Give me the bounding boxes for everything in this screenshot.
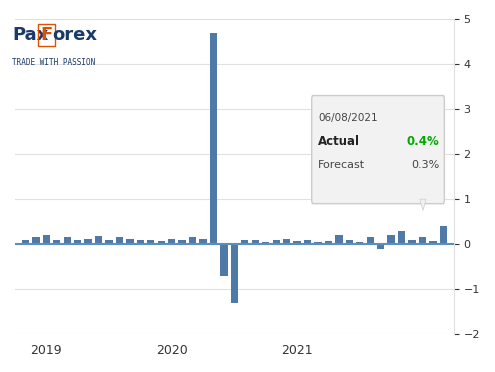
Text: 0.3%: 0.3% — [411, 160, 439, 170]
Bar — [398, 231, 405, 244]
Bar — [43, 235, 50, 244]
Bar — [210, 32, 217, 244]
Bar — [220, 244, 228, 276]
Bar — [137, 240, 144, 244]
Bar — [53, 240, 60, 244]
Bar — [105, 240, 113, 244]
Bar — [32, 237, 40, 244]
Bar — [429, 241, 437, 244]
Bar — [366, 237, 374, 244]
Text: TRADE WITH PASSION: TRADE WITH PASSION — [12, 58, 96, 67]
Bar — [179, 240, 186, 244]
Bar — [157, 241, 165, 244]
Bar — [199, 239, 207, 244]
Bar — [22, 240, 29, 244]
Bar — [168, 239, 175, 244]
Bar — [231, 244, 238, 303]
Bar — [74, 240, 81, 244]
FancyBboxPatch shape — [312, 96, 445, 203]
Bar — [294, 241, 301, 244]
Bar — [126, 239, 134, 244]
Bar — [388, 235, 395, 244]
Bar — [440, 226, 447, 244]
Bar — [408, 240, 416, 244]
Text: Pax: Pax — [12, 26, 49, 44]
Bar — [241, 240, 248, 244]
Text: orex: orex — [52, 26, 97, 44]
Text: Forecast: Forecast — [318, 160, 365, 170]
Bar — [63, 237, 71, 244]
Bar — [147, 240, 154, 244]
Text: Actual: Actual — [318, 135, 360, 148]
Text: F: F — [41, 26, 53, 44]
Bar — [85, 239, 92, 244]
Bar — [346, 240, 353, 244]
Bar — [325, 241, 332, 244]
Bar — [377, 244, 384, 249]
Bar — [419, 237, 426, 244]
Bar — [189, 237, 196, 244]
Bar — [95, 236, 102, 244]
Bar — [262, 242, 269, 244]
Bar — [251, 240, 259, 244]
Bar — [304, 240, 311, 244]
Bar — [356, 242, 363, 244]
Bar — [273, 240, 280, 244]
Bar — [116, 237, 123, 244]
Polygon shape — [420, 199, 426, 211]
Bar — [314, 242, 322, 244]
Text: 06/08/2021: 06/08/2021 — [318, 113, 378, 123]
Bar — [335, 235, 343, 244]
Text: 0.4%: 0.4% — [406, 135, 439, 148]
Bar — [283, 239, 290, 244]
